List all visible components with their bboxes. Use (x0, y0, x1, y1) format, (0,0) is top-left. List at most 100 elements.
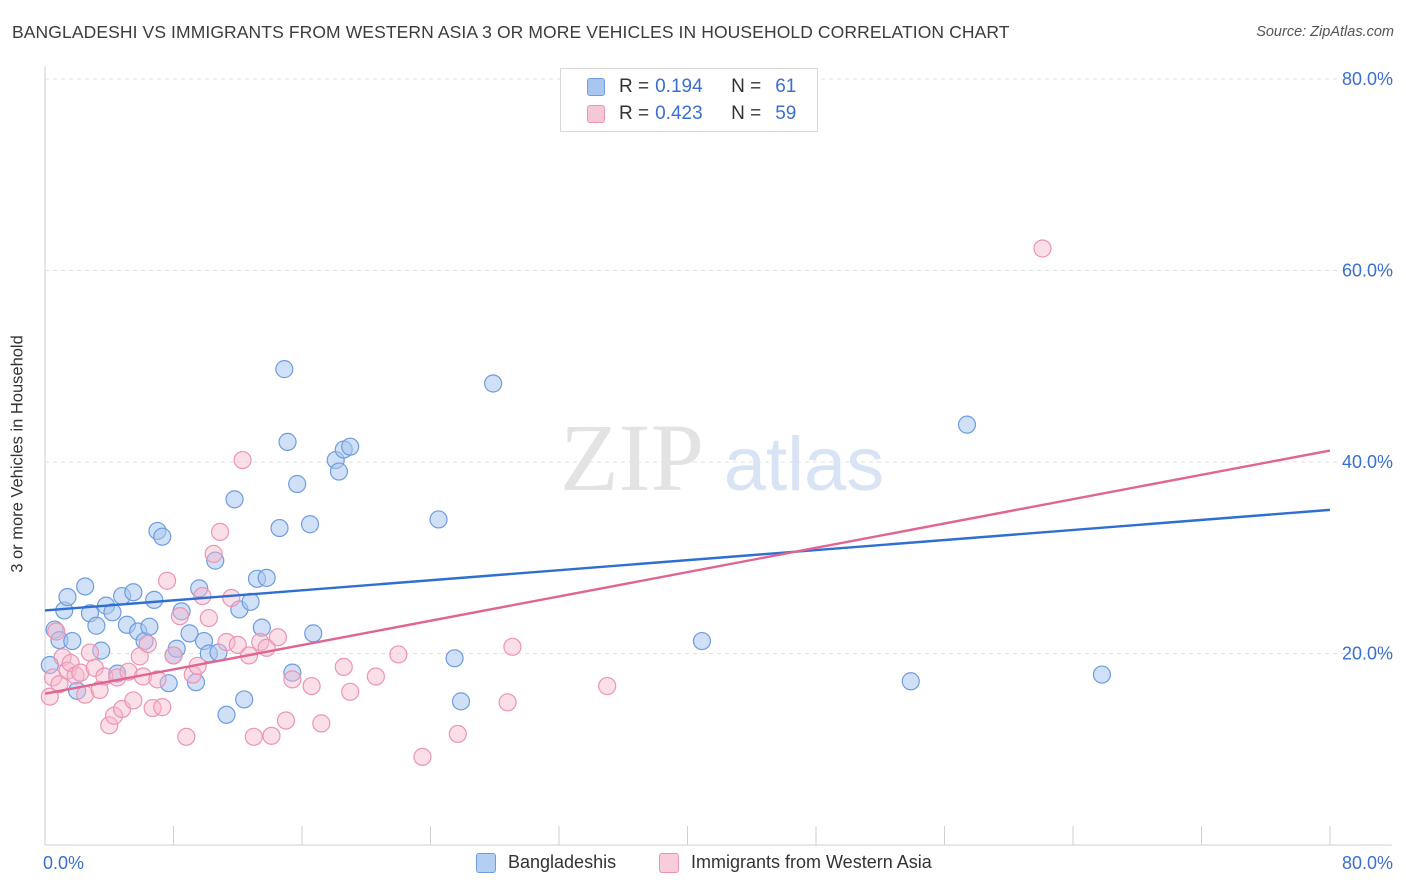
y-tick-label: 40.0% (1342, 452, 1393, 472)
data-point-western-asia (389, 645, 408, 664)
data-point-western-asia (124, 691, 143, 710)
tick-labels: 20.0% 40.0% 60.0% 80.0% 0.0% 80.0% (43, 69, 1393, 873)
y-tick-label: 80.0% (1342, 69, 1393, 89)
data-point-western-asia (233, 450, 252, 470)
data-point-bangladeshis (92, 641, 111, 660)
data-point-bangladeshis (76, 577, 95, 596)
data-point-bangladeshis (341, 437, 360, 456)
data-point-western-asia (153, 698, 172, 717)
data-point-western-asia (262, 726, 281, 745)
data-point-western-asia (210, 522, 230, 541)
legend-n-value: 61 (775, 76, 797, 97)
data-point-western-asia (143, 698, 162, 718)
data-point-western-asia (1033, 239, 1052, 258)
source-label: Source: ZipAtlas.com (1256, 24, 1394, 40)
series-swatch-bangladeshis (476, 852, 496, 873)
data-point-bangladeshis (217, 705, 236, 724)
data-point-bangladeshis (957, 415, 977, 434)
series-legend-bangladeshis: Bangladeshis (476, 852, 616, 873)
legend-r-value: 0.423 (655, 103, 703, 124)
data-point-western-asia (148, 670, 167, 689)
western-asia-points (40, 239, 1052, 767)
data-point-bangladeshis (429, 510, 448, 529)
data-point-bangladeshis (445, 649, 464, 668)
data-point-bangladeshis (283, 663, 302, 682)
data-point-western-asia (448, 724, 467, 744)
data-point-western-asia (170, 607, 190, 626)
data-point-bangladeshis (901, 672, 920, 691)
x-tick-label-min: 0.0% (43, 853, 84, 873)
data-point-bangladeshis (304, 624, 323, 643)
data-point-bangladeshis (278, 432, 297, 451)
data-point-western-asia (498, 693, 517, 712)
bangladeshis-points (40, 360, 1112, 724)
legend-row-bangladeshis: R = 0.194 N = 61 (587, 75, 796, 99)
series-swatch-western-asia (659, 852, 679, 873)
legend-row-western-asia: R = 0.423 N = 59 (587, 102, 796, 126)
data-point-bangladeshis (180, 624, 199, 643)
data-point-bangladeshis (300, 515, 320, 534)
legend-r-label: R = (619, 103, 650, 124)
series-legend: Bangladeshis Immigrants from Western Asi… (0, 852, 1406, 878)
data-point-bangladeshis (63, 631, 82, 651)
data-point-bangladeshis (140, 617, 159, 636)
legend-swatch-western-asia (587, 105, 605, 123)
data-point-western-asia (244, 727, 263, 746)
trend-line-western-asia (44, 449, 1331, 695)
data-point-bangladeshis (124, 583, 143, 602)
data-point-western-asia (193, 586, 212, 606)
data-point-western-asia (283, 670, 302, 689)
legend-n-value: 59 (775, 103, 797, 124)
data-point-bangladeshis (58, 587, 77, 607)
series-legend-western-asia: Immigrants from Western Asia (659, 852, 932, 873)
data-point-bangladeshis (451, 692, 471, 711)
data-point-western-asia (66, 666, 85, 685)
data-point-western-asia (222, 588, 241, 608)
data-point-bangladeshis (225, 490, 244, 509)
series-name-bangladeshis: Bangladeshis (508, 852, 617, 872)
watermark-zip: ZIP (560, 404, 704, 511)
y-tick-label: 20.0% (1342, 644, 1393, 664)
data-point-bangladeshis (252, 618, 271, 637)
data-point-bangladeshis (329, 462, 349, 481)
data-point-western-asia (71, 663, 90, 682)
data-point-western-asia (598, 676, 617, 696)
data-point-western-asia (312, 714, 331, 733)
data-point-western-asia (50, 675, 69, 694)
axes (44, 66, 1392, 846)
data-point-bangladeshis (87, 616, 106, 635)
data-point-bangladeshis (1092, 665, 1112, 684)
x-tick-label-max: 80.0% (1342, 853, 1393, 873)
data-point-bangladeshis (288, 474, 307, 494)
watermark-atlas: atlas (724, 422, 885, 507)
data-point-western-asia (366, 667, 385, 686)
data-point-western-asia (177, 727, 196, 746)
data-point-western-asia (302, 676, 321, 696)
watermark: ZIP atlas (560, 404, 884, 511)
data-point-bangladeshis (153, 527, 172, 546)
chart-title: BANGLADESHI VS IMMIGRANTS FROM WESTERN A… (12, 22, 1010, 42)
data-point-western-asia (204, 544, 223, 564)
data-point-bangladeshis (235, 690, 254, 709)
data-point-bangladeshis (145, 590, 164, 609)
data-point-western-asia (199, 608, 218, 628)
data-point-western-asia (157, 571, 177, 590)
y-axis-label: 3 or more Vehicles in Household (8, 335, 27, 573)
data-point-western-asia (268, 628, 288, 647)
grid-lines (45, 78, 1392, 654)
data-point-western-asia (413, 747, 432, 767)
data-point-western-asia (164, 646, 183, 665)
legend-swatch-bangladeshis (587, 78, 605, 96)
data-point-bangladeshis (692, 631, 712, 651)
data-point-western-asia (341, 682, 360, 701)
legend-r-value: 0.194 (655, 76, 703, 97)
data-point-western-asia (228, 635, 247, 654)
data-point-western-asia (90, 680, 109, 699)
data-point-bangladeshis (159, 674, 178, 693)
legend-n-label: N = (731, 76, 762, 97)
data-point-western-asia (80, 643, 100, 662)
data-point-bangladeshis (103, 603, 122, 622)
data-point-western-asia (217, 632, 236, 652)
data-point-western-asia (100, 716, 119, 735)
